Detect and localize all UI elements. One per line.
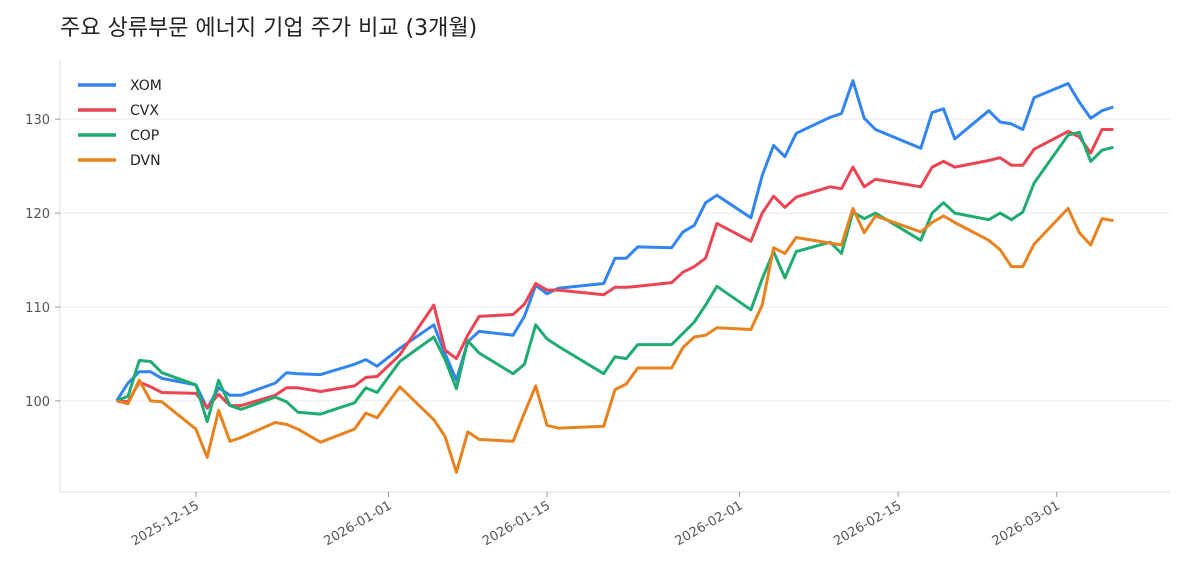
y-tick-label: 120 [25, 207, 50, 222]
x-tick-label: 2026-02-01 [673, 498, 746, 549]
y-tick-label: 130 [25, 113, 50, 128]
x-tick-label: 2026-01-15 [480, 498, 553, 549]
x-tick-label: 2025-12-15 [129, 498, 202, 549]
y-tick-label: 110 [25, 301, 50, 316]
legend-label-xom: XOM [130, 78, 162, 94]
axis-ticks: 100 110 120 130 2025-12-15 2026-01-01 2026-01-… [25, 113, 1063, 549]
legend-label-dvn: DVN [130, 153, 161, 169]
y-tick-label: 100 [25, 395, 50, 410]
series-line-dvn [116, 206, 1114, 474]
series-line-cvx [116, 128, 1114, 409]
gridlines [60, 118, 1170, 402]
series-lines [115, 79, 1114, 474]
series-line-xom [115, 79, 1114, 410]
chart-title: 주요 상류부문 에너지 기업 주가 비교 (3개월) [60, 16, 478, 41]
x-tick-label: 2026-01-01 [322, 498, 395, 549]
legend-label-cop: COP [130, 128, 159, 144]
legend: XOM CVX COP DVN [78, 78, 162, 169]
x-tick-label: 2026-03-01 [990, 498, 1063, 549]
x-tick-label: 2026-02-15 [831, 498, 904, 549]
series-line-cop [116, 130, 1114, 424]
legend-label-cvx: CVX [130, 103, 159, 119]
